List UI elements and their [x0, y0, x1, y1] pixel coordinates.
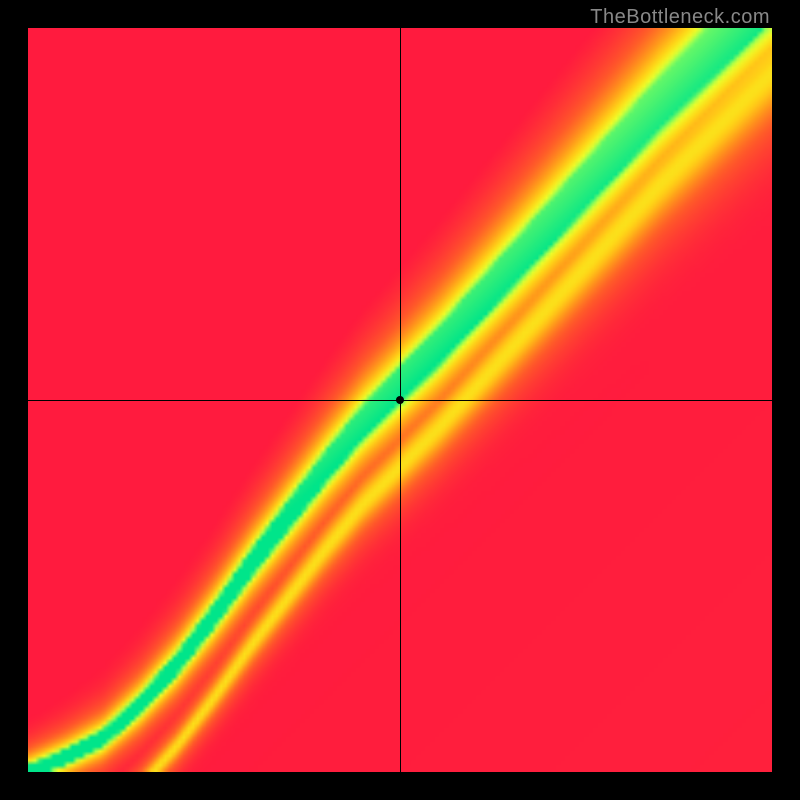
crosshair-marker-dot	[396, 396, 404, 404]
watermark-text: TheBottleneck.com	[590, 6, 770, 29]
heatmap-plot	[28, 28, 772, 772]
